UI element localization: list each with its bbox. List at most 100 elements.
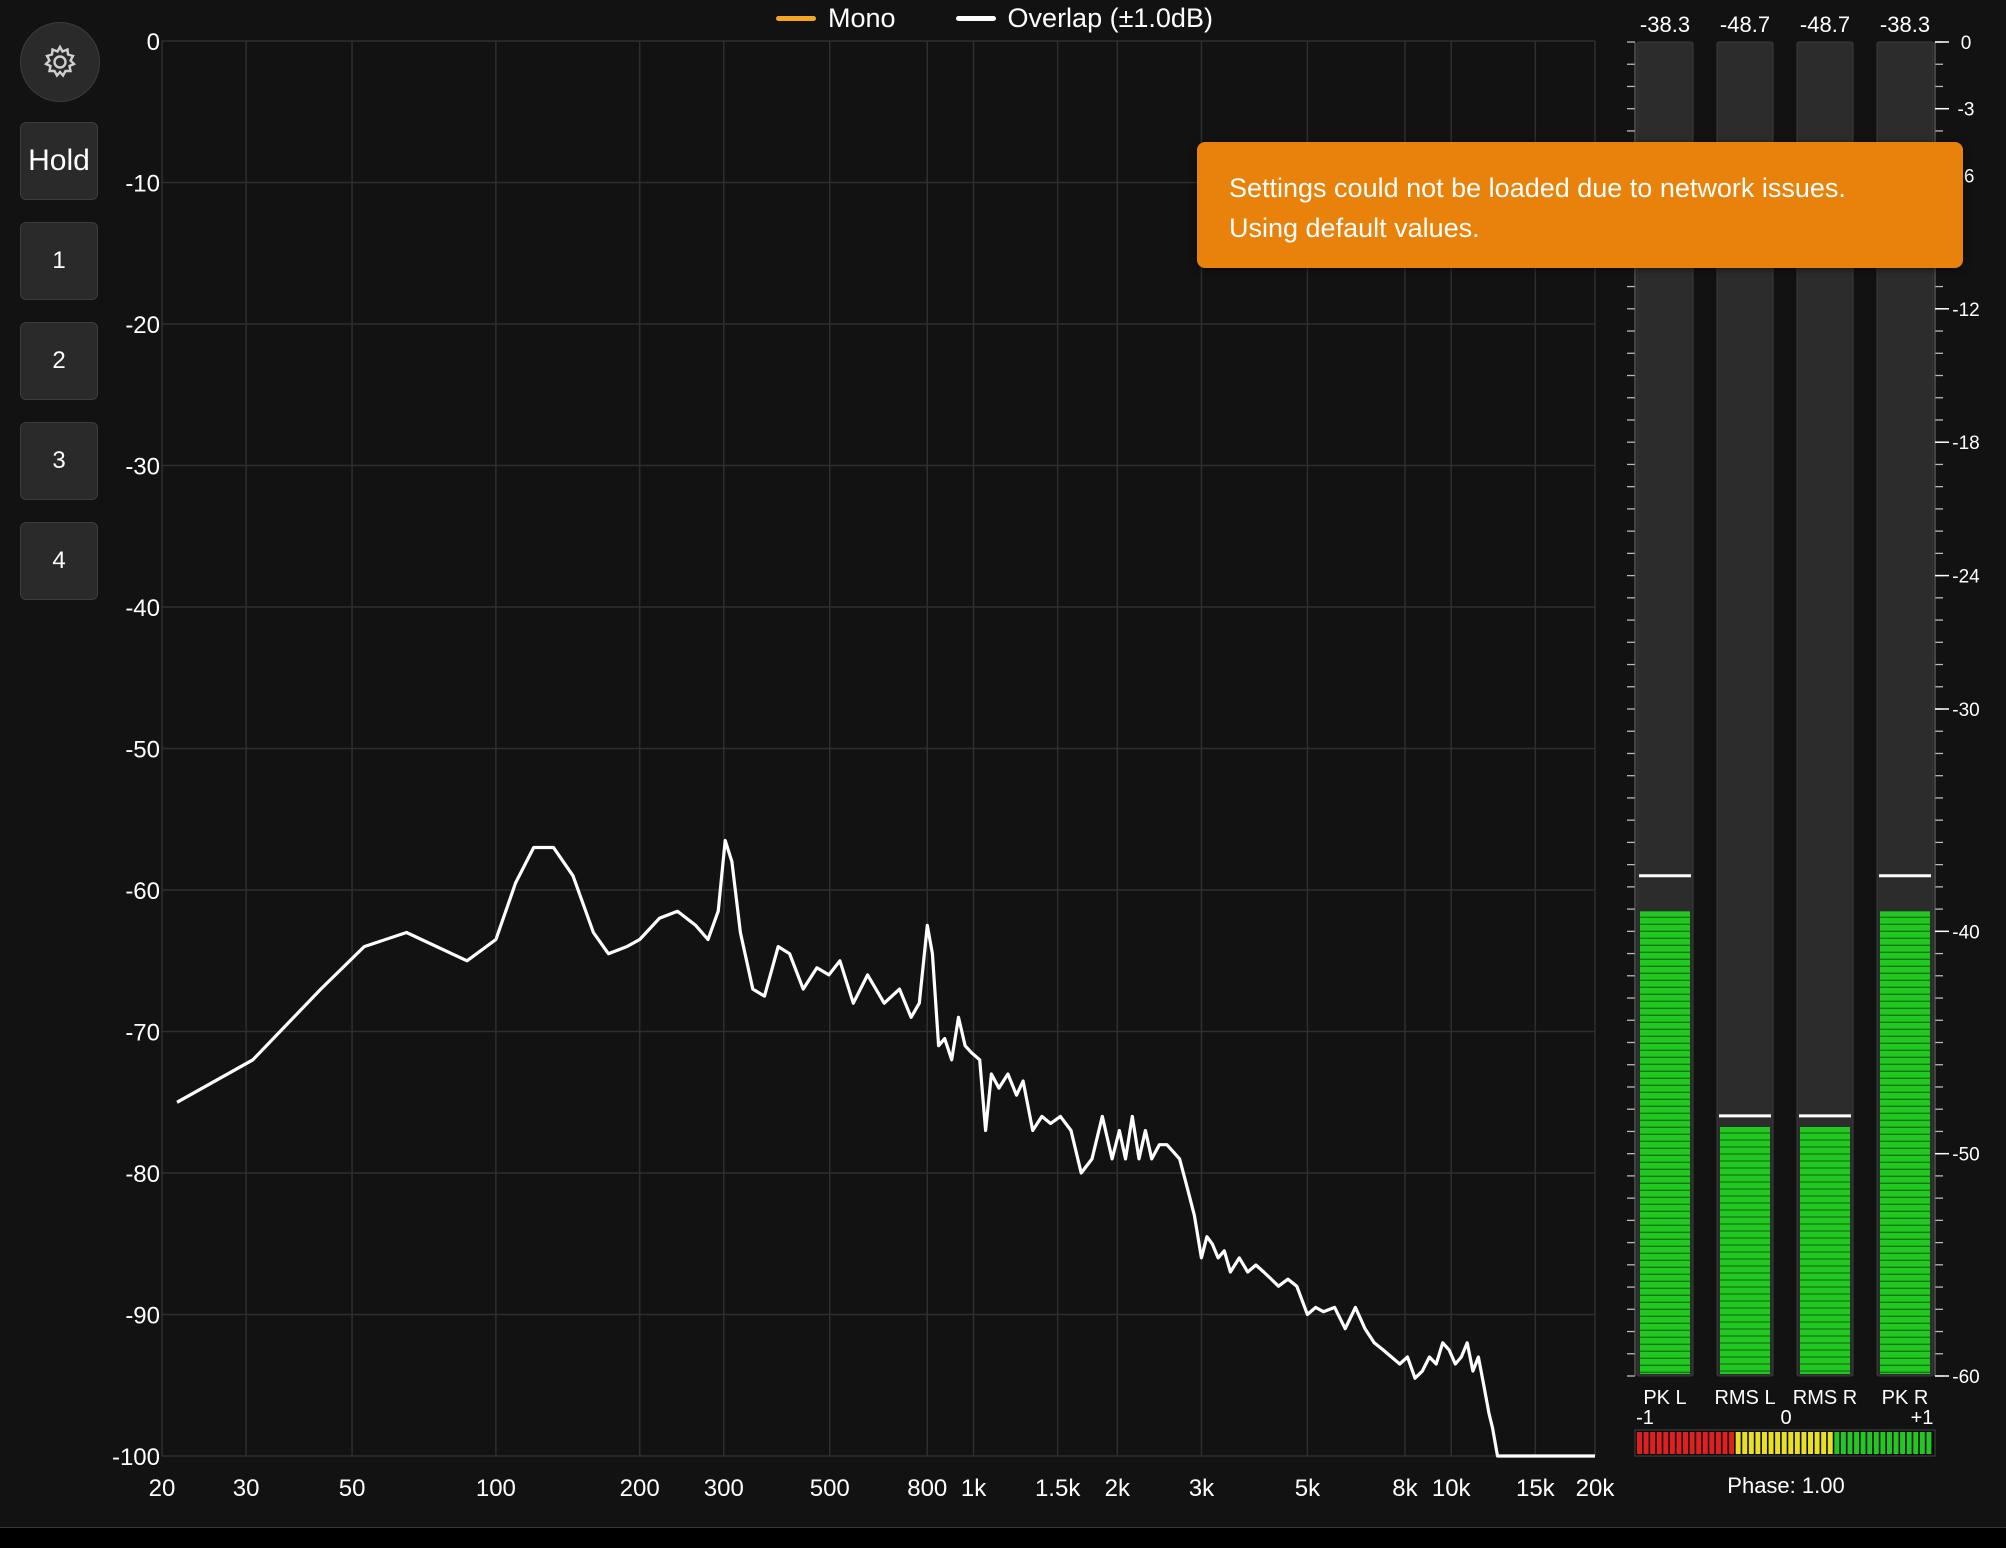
- phase-segment: [1827, 1432, 1833, 1454]
- phase-segment: [1814, 1432, 1820, 1454]
- meter-scale-label: -50: [1952, 1145, 1979, 1166]
- preset-4-button[interactable]: 4: [20, 522, 98, 600]
- y-tick-label: -60: [125, 878, 160, 905]
- phase-segment: [1709, 1432, 1715, 1454]
- phase-segment: [1663, 1432, 1669, 1454]
- x-tick-label: 15k: [1516, 1475, 1556, 1502]
- x-tick-label: 5k: [1295, 1475, 1321, 1502]
- phase-segment: [1761, 1432, 1767, 1454]
- phase-segment: [1637, 1432, 1642, 1454]
- phase-segment: [1867, 1432, 1873, 1454]
- phase-segment: [1808, 1432, 1813, 1454]
- x-tick-label: 1k: [961, 1475, 987, 1502]
- phase-segment: [1919, 1432, 1925, 1454]
- x-tick-label: 50: [339, 1475, 366, 1502]
- phase-segment: [1847, 1432, 1853, 1454]
- phase-segment: [1702, 1432, 1708, 1454]
- x-tick-label: 30: [233, 1475, 260, 1502]
- phase-segment: [1854, 1432, 1860, 1454]
- phase-segment: [1775, 1432, 1781, 1454]
- y-tick-label: -70: [125, 1020, 160, 1047]
- x-tick-label: 500: [810, 1475, 850, 1502]
- meter-level-fill: [1800, 1126, 1850, 1374]
- meter-level-fill: [1880, 911, 1930, 1374]
- x-tick-label: 300: [704, 1475, 744, 1502]
- y-tick-label: -100: [112, 1444, 160, 1471]
- phase-segment: [1742, 1432, 1748, 1454]
- meter-track: [1796, 41, 1854, 1377]
- x-axis: 20 30 50 100 200 300 500 800 1k 1.5k 2k 3k 5k 8k 10k 15…: [149, 1475, 1616, 1502]
- y-tick-label: -30: [125, 454, 160, 481]
- status-bar: [0, 1527, 2006, 1548]
- phase-segment: [1886, 1432, 1892, 1454]
- legend-swatch-overlap: [955, 16, 996, 21]
- legend-swatch-mono: [776, 16, 816, 21]
- phase-segment: [1913, 1432, 1919, 1454]
- phase-max-label: +1: [1911, 1407, 1934, 1429]
- x-tick-label: 20: [149, 1475, 176, 1502]
- x-tick-label: 1.5k: [1035, 1475, 1081, 1502]
- x-tick-label: 20k: [1576, 1475, 1616, 1502]
- chart-grid: [161, 40, 1596, 1457]
- y-tick-label: 0: [147, 29, 160, 56]
- x-tick-label: 3k: [1189, 1475, 1215, 1502]
- phase-segment: [1781, 1432, 1787, 1454]
- meter-value-label: -38.3: [1880, 12, 1930, 37]
- phase-readout: Phase: 1.00: [1727, 1473, 1844, 1498]
- meter-scale-label: -60: [1952, 1367, 1979, 1388]
- phase-segment: [1683, 1432, 1689, 1454]
- y-tick-label: -90: [125, 1303, 160, 1330]
- phase-segment: [1840, 1432, 1846, 1454]
- meter-track: [1716, 41, 1774, 1377]
- meter-scale-label: -30: [1952, 700, 1979, 721]
- gear-icon: [43, 44, 77, 78]
- x-tick-label: 200: [620, 1475, 660, 1502]
- phase-segment: [1801, 1432, 1807, 1454]
- x-tick-label: 10k: [1432, 1475, 1472, 1502]
- hold-button[interactable]: Hold: [20, 122, 98, 200]
- phase-segment: [1748, 1432, 1754, 1454]
- phase-segment: [1768, 1432, 1774, 1454]
- legend-item-overlap[interactable]: Overlap (±1.0dB): [955, 3, 1213, 34]
- preset-2-button[interactable]: 2: [20, 322, 98, 400]
- settings-button[interactable]: [20, 22, 100, 102]
- phase-segment: [1821, 1432, 1827, 1454]
- preset-3-button[interactable]: 3: [20, 422, 98, 500]
- y-tick-label: -80: [125, 1161, 160, 1188]
- meter-channel-label: PK R: [1882, 1387, 1929, 1409]
- spectrum-chart: 0 -10 -20 -30 -40 -50 -60 -70 -80 -90 -100 20 30 50 1…: [112, 29, 1616, 1502]
- phase-segment: [1880, 1432, 1886, 1454]
- legend-item-mono[interactable]: Mono: [776, 3, 896, 34]
- meter-level-fill: [1720, 1126, 1770, 1374]
- level-meters: -38.3 PK L -48.7 RMS L -48.7 RMS R -38.3 PK R 0…: [1627, 12, 1980, 1498]
- phase-segment: [1834, 1432, 1840, 1454]
- phase-segment: [1788, 1432, 1794, 1454]
- meter-channel-label: PK L: [1643, 1387, 1686, 1409]
- phase-segment: [1715, 1432, 1721, 1454]
- phase-segment: [1689, 1432, 1695, 1454]
- meter-channel-label: RMS L: [1714, 1387, 1775, 1409]
- toast-message-line2: Using default values.: [1229, 213, 1480, 243]
- phase-segment: [1669, 1432, 1675, 1454]
- network-error-toast[interactable]: Settings could not be loaded due to netw…: [1197, 142, 1963, 268]
- y-axis: 0 -10 -20 -30 -40 -50 -60 -70 -80 -90 -100: [112, 29, 160, 1471]
- meter-scale-label: -24: [1952, 567, 1980, 588]
- y-tick-label: -50: [125, 737, 160, 764]
- y-tick-label: -10: [125, 171, 160, 198]
- legend-label-mono: Mono: [828, 3, 896, 33]
- series-line-overlap: [176, 838, 1595, 1458]
- x-tick-label: 8k: [1392, 1475, 1418, 1502]
- phase-segment: [1650, 1432, 1656, 1454]
- meter-scale-label: -3: [1958, 100, 1975, 121]
- y-tick-label: -40: [125, 595, 160, 622]
- meter-scale-label: -12: [1952, 300, 1979, 321]
- legend-label-overlap: Overlap (±1.0dB): [1007, 3, 1213, 33]
- meter-scale-label: -40: [1952, 922, 1979, 943]
- meter-value-label: -48.7: [1720, 12, 1770, 37]
- phase-segment: [1735, 1432, 1741, 1454]
- phase-min-label: -1: [1636, 1407, 1654, 1429]
- phase-segment: [1755, 1432, 1761, 1454]
- preset-1-button[interactable]: 1: [20, 222, 98, 300]
- x-tick-label: 2k: [1105, 1475, 1131, 1502]
- meter-value-label: -48.7: [1800, 12, 1850, 37]
